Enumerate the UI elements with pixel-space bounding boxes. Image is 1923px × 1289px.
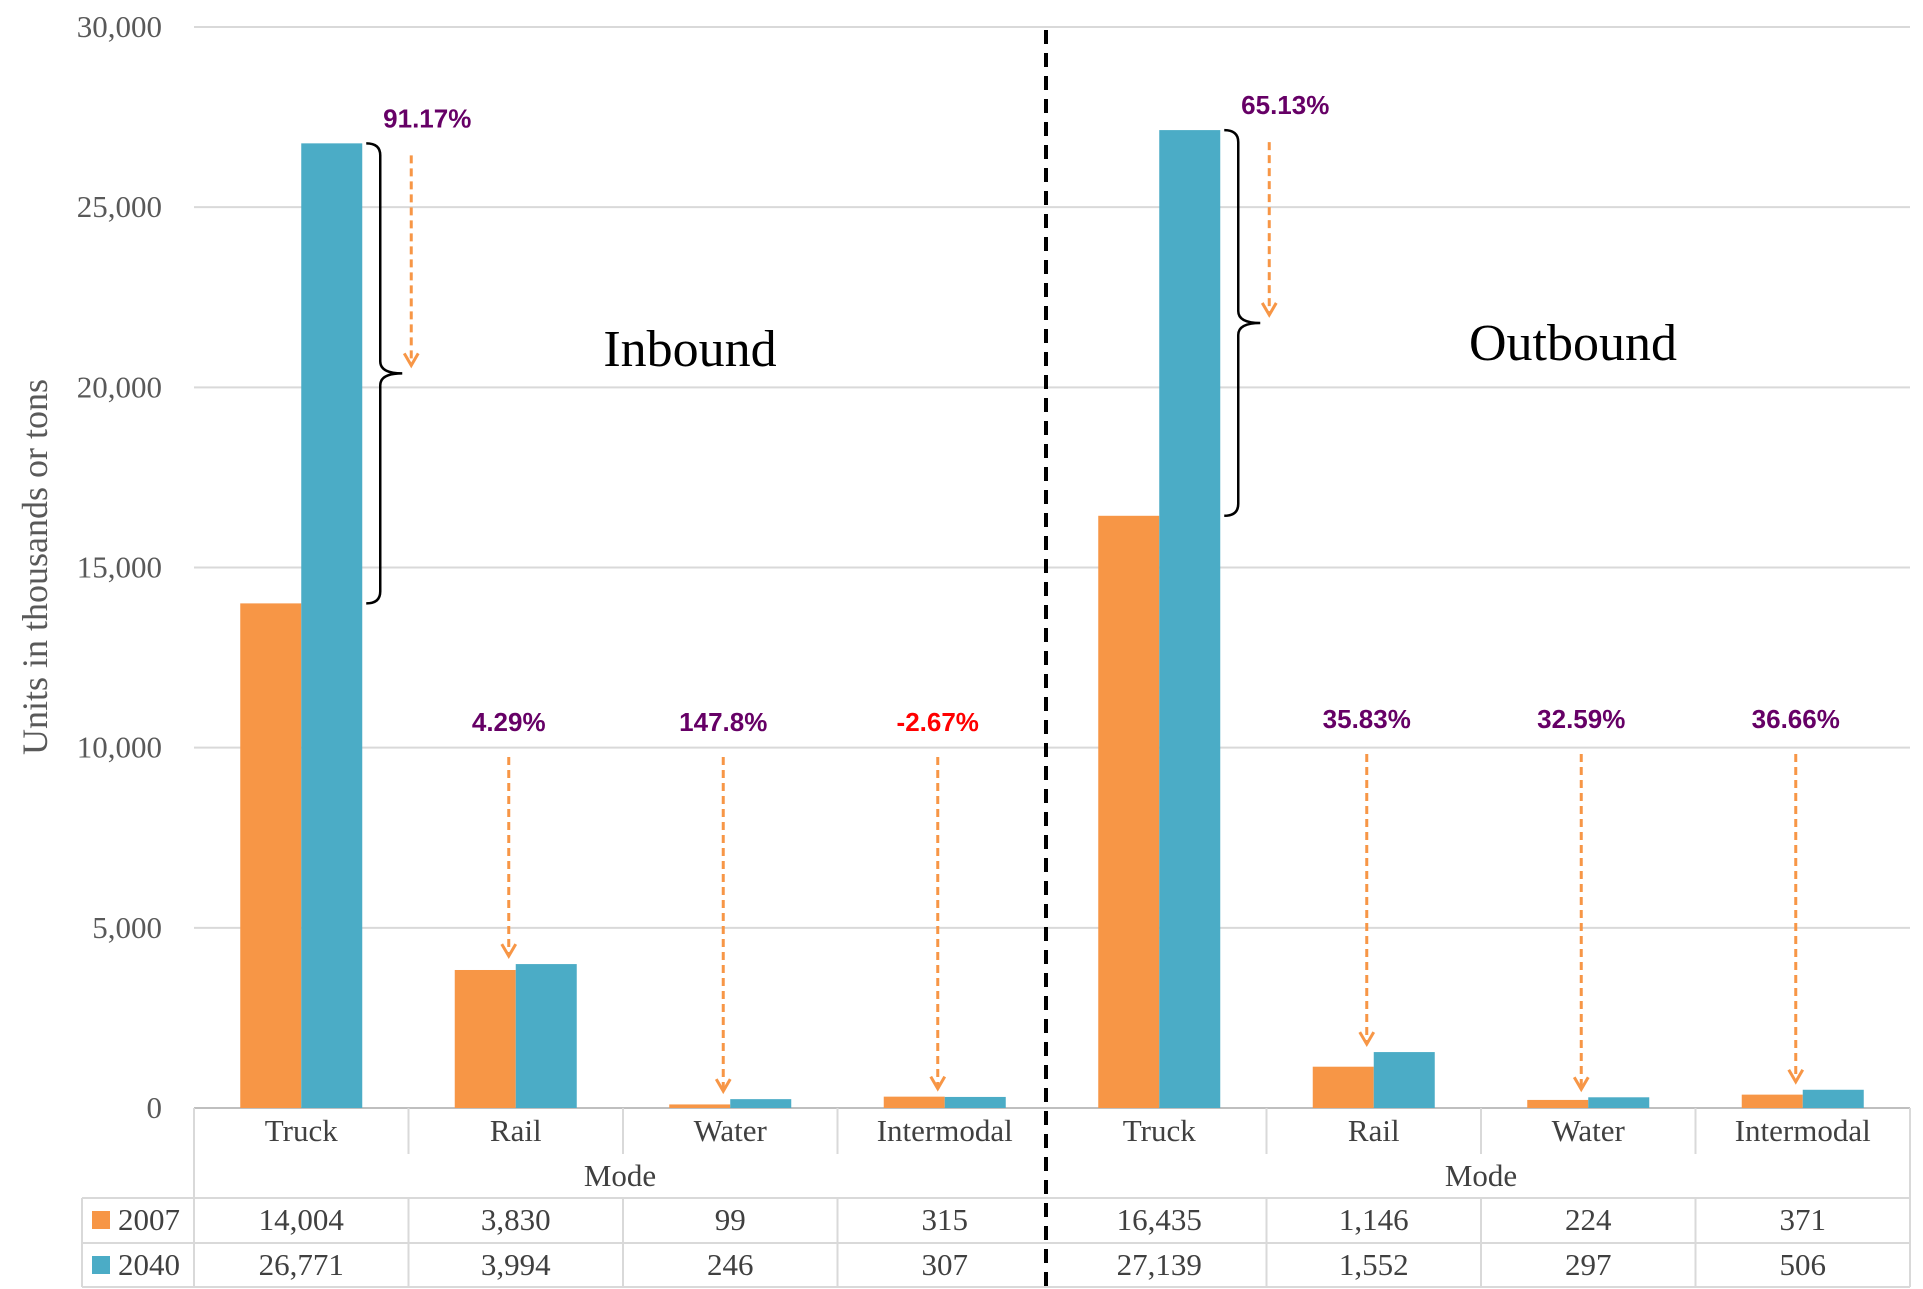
x-tick-label: Truck [1123, 1113, 1196, 1148]
bar-2007-water [669, 1104, 731, 1108]
annotation-pct: 32.59% [1537, 704, 1625, 734]
arrow-head [402, 352, 420, 369]
y-tick-label: 0 [147, 1090, 163, 1125]
x-tick-label: Water [694, 1113, 768, 1148]
x-tick-label: Rail [490, 1113, 542, 1148]
table-cell-2007: 14,004 [259, 1202, 345, 1237]
annotation-pct: -2.67% [897, 707, 979, 737]
bar-2007-intermodal [1741, 1094, 1803, 1108]
x-tick-label: Water [1552, 1113, 1626, 1148]
bar-2040-rail [515, 964, 577, 1108]
bar-2040-truck [301, 143, 363, 1109]
x-tick-label: Intermodal [1735, 1113, 1871, 1148]
arrow-head [1787, 1069, 1805, 1085]
table-cell-2040: 297 [1565, 1247, 1612, 1282]
y-tick-label: 10,000 [77, 730, 162, 765]
table-cell-2007: 371 [1780, 1202, 1827, 1237]
bar-2007-water [1527, 1099, 1589, 1108]
bar-2007-rail [454, 969, 516, 1108]
legend-label-2007: 2007 [118, 1202, 180, 1237]
brace [366, 142, 403, 605]
table-cell-2007: 99 [715, 1202, 746, 1237]
annotation-pct: 91.17% [383, 103, 471, 133]
x-tick-label: Truck [265, 1113, 338, 1148]
x-tick-label: Rail [1348, 1113, 1400, 1148]
arrow-head [500, 943, 518, 960]
y-tick-label: 5,000 [92, 910, 162, 945]
arrow-head [929, 1075, 947, 1092]
table-cell-2040: 246 [707, 1247, 754, 1282]
table-cell-2007: 3,830 [481, 1202, 551, 1237]
bar-2040-intermodal [944, 1096, 1006, 1108]
table-cell-2007: 315 [922, 1202, 969, 1237]
brace [1224, 128, 1261, 518]
table-cell-2007: 224 [1565, 1202, 1612, 1237]
table-cell-2040: 26,771 [259, 1247, 344, 1282]
bar-2007-truck [1098, 515, 1160, 1108]
table-cell-2040: 27,139 [1117, 1247, 1202, 1282]
bar-2040-water [730, 1099, 792, 1108]
panel-title: Inbound [603, 321, 776, 378]
bar-2040-water [1588, 1097, 1650, 1108]
annotation-pct: 147.8% [679, 707, 767, 737]
bar-2007-rail [1312, 1066, 1374, 1108]
annotation-pct: 4.29% [472, 707, 546, 737]
bar-2007-truck [240, 603, 302, 1108]
arrow-head [1358, 1031, 1376, 1048]
bar-2007-intermodal [883, 1096, 945, 1108]
y-tick-label: 15,000 [77, 550, 162, 585]
annotation-pct: 35.83% [1323, 704, 1411, 734]
y-tick-label: 20,000 [77, 369, 162, 404]
table-cell-2040: 1,552 [1339, 1247, 1409, 1282]
x-axis-label: Mode [584, 1158, 656, 1193]
table-cell-2040: 307 [922, 1247, 969, 1282]
table-cell-2007: 16,435 [1117, 1202, 1202, 1237]
y-axis-label: Units in thousands or tons [15, 379, 55, 755]
y-tick-label: 25,000 [77, 189, 162, 224]
x-axis-label: Mode [1445, 1158, 1517, 1193]
y-tick-label: 30,000 [77, 9, 162, 44]
table-cell-2007: 1,146 [1339, 1202, 1409, 1237]
legend-label-2040: 2040 [118, 1247, 180, 1282]
bar-2040-intermodal [1802, 1089, 1864, 1108]
arrow-head [1572, 1076, 1590, 1093]
arrow-head [1260, 302, 1278, 318]
panel-title: Outbound [1469, 315, 1677, 372]
table-cell-2040: 506 [1780, 1247, 1827, 1282]
bar-2040-truck [1159, 130, 1221, 1108]
annotation-pct: 36.66% [1752, 704, 1840, 734]
arrow-head [714, 1078, 732, 1095]
x-tick-label: Intermodal [877, 1113, 1013, 1148]
legend-swatch-2007 [92, 1211, 110, 1229]
legend-swatch-2040 [92, 1256, 110, 1274]
table-cell-2040: 3,994 [481, 1247, 551, 1282]
annotation-pct: 65.13% [1241, 90, 1329, 120]
bar-2040-rail [1373, 1052, 1435, 1108]
